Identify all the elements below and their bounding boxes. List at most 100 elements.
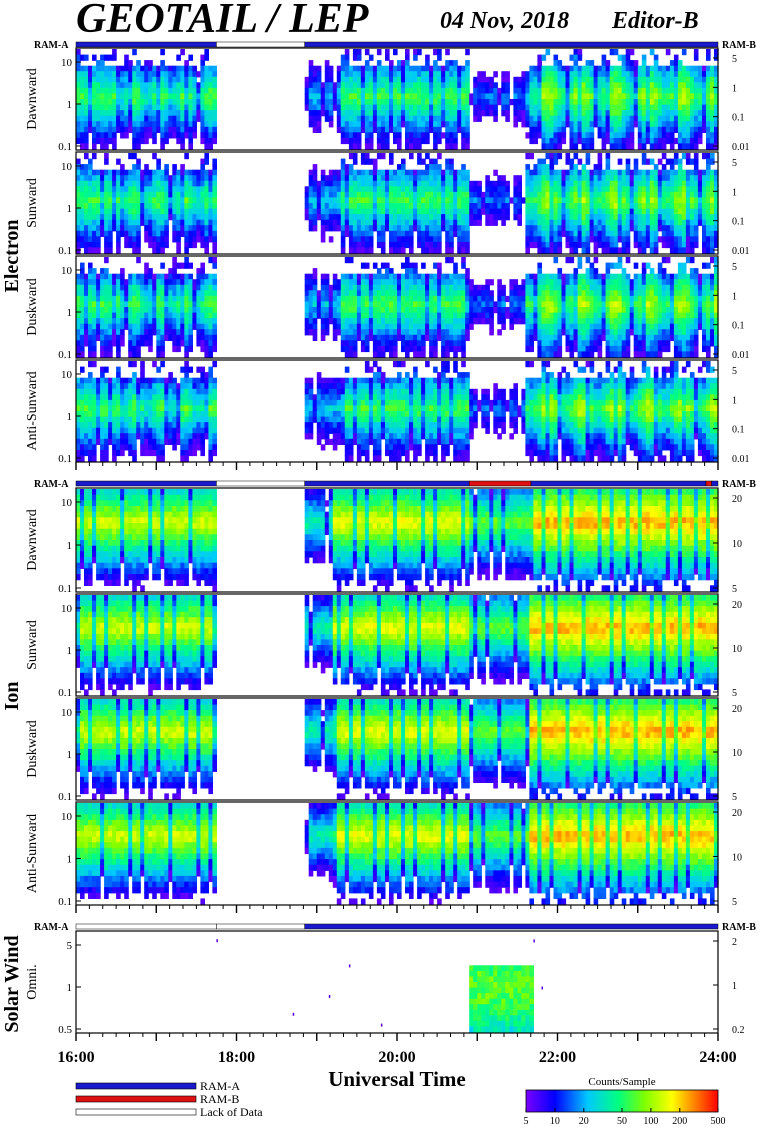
y-tick-label: 10 <box>61 369 73 381</box>
group-label: Solar Wind <box>1 935 23 1032</box>
panel-ion-sunward <box>76 595 719 696</box>
y2-tick-label: 5 <box>732 897 737 908</box>
y2-tick-label: 1 <box>732 83 737 94</box>
y2-tick-label: 0.2 <box>732 1025 745 1036</box>
y-tick-label: 1 <box>67 99 73 111</box>
ram-label-left: RAM-A <box>34 479 69 490</box>
y2-tick-label: 20 <box>732 808 742 819</box>
panel-label: Sunward <box>25 620 40 670</box>
colorbar-title: Counts/Sample <box>588 1076 655 1088</box>
ram-segment <box>305 924 718 929</box>
group-label: Ion <box>1 682 23 711</box>
plot-editor: Editor-B <box>611 8 699 34</box>
y2-tick-label: 10 <box>732 539 742 550</box>
colorbar-tick-label: 50 <box>617 1116 627 1127</box>
panel-ion-duskward <box>76 699 719 800</box>
y-tick-label: 1 <box>67 203 73 215</box>
y2-tick-label: 0.1 <box>732 425 745 436</box>
y-tick-label: 0.1 <box>58 791 72 803</box>
ram-segment <box>469 481 531 486</box>
ram-label-right: RAM-B <box>722 479 756 490</box>
panel-label: Sunward <box>25 178 40 228</box>
x-tick-label: 16:00 <box>57 1049 94 1066</box>
ram-segment <box>712 481 718 486</box>
panel-label: Anti-Sunward <box>25 814 40 893</box>
panel-frame <box>76 931 718 1033</box>
ram-segment <box>216 924 304 929</box>
legend-swatch-ram-b <box>76 1096 196 1102</box>
x-tick-label: 18:00 <box>218 1049 255 1066</box>
ram-bar-solar-wind <box>76 924 718 929</box>
panel-label: Omni. <box>25 964 40 999</box>
x-tick-label: 22:00 <box>539 1049 576 1066</box>
y-tick-label: 0.1 <box>58 687 72 699</box>
ram-segment <box>216 42 304 47</box>
ram-segment <box>305 42 718 47</box>
y-tick-label: 10 <box>61 603 73 615</box>
y2-tick-label: 10 <box>732 644 742 655</box>
y-tick-label: 1 <box>67 749 73 761</box>
y2-tick-label: 0.01 <box>732 142 750 153</box>
y2-tick-label: 10 <box>732 853 742 864</box>
panel-label: Dawnward <box>25 509 40 570</box>
ram-bar-ion <box>76 481 718 486</box>
y2-tick-label: 5 <box>732 584 737 595</box>
ram-bar-electron <box>76 42 718 47</box>
x-axis: 16:00 18:00 20:00 22:00 24:00 <box>57 1049 736 1066</box>
y-tick-label: 1 <box>67 854 73 866</box>
y-tick-label: 1 <box>67 645 73 657</box>
y2-tick-label: 5 <box>732 366 737 377</box>
y2-tick-label: 10 <box>732 748 742 759</box>
y2-tick-label: 20 <box>732 494 742 505</box>
plot-date: 04 Nov, 2018 <box>440 8 569 34</box>
y-tick-label: 0.1 <box>58 583 72 595</box>
legend-swatch-ram-a <box>76 1083 196 1089</box>
legend-label-ram-b: RAM-B <box>200 1092 239 1106</box>
colorbar-tick-label: 10 <box>550 1116 560 1127</box>
y-tick-label: 0.1 <box>58 349 72 361</box>
y2-tick-label: 5 <box>732 792 737 803</box>
panel-label: Duskward <box>25 278 40 336</box>
y-tick-label: 0.1 <box>58 896 72 908</box>
y2-tick-label: 1 <box>732 187 737 198</box>
x-tick-label: 24:00 <box>699 1049 736 1066</box>
y-tick-label: 10 <box>61 57 73 69</box>
y2-tick-label: 0.01 <box>732 454 750 465</box>
colorbar-tick-label: 200 <box>672 1116 687 1127</box>
panel-electron-duskward <box>76 257 719 358</box>
ram-segment <box>305 481 470 486</box>
y2-tick-label: 1 <box>732 291 737 302</box>
panel-ion-anti-sunward <box>76 803 719 905</box>
y-tick-label: 5 <box>67 940 73 952</box>
y2-tick-label: 0.01 <box>732 246 750 257</box>
y-tick-label: 0.1 <box>58 245 72 257</box>
legend-label-lack-of-data: Lack of Data <box>200 1105 263 1119</box>
panel-solar-wind-omni. <box>216 939 543 1032</box>
colorbar-tick-label: 5 <box>524 1116 529 1127</box>
y2-tick-label: 5 <box>732 688 737 699</box>
y2-tick-label: 1 <box>732 395 737 406</box>
y-tick-label: 10 <box>61 497 73 509</box>
y2-tick-label: 1 <box>732 981 737 992</box>
y2-tick-label: 5 <box>732 262 737 273</box>
y2-tick-label: 0.1 <box>732 113 745 124</box>
panel-label: Duskward <box>25 720 40 778</box>
y-tick-label: 1 <box>67 307 73 319</box>
panel-label: Dawnward <box>25 68 40 129</box>
y-tick-label: 10 <box>61 265 73 277</box>
ram-segment <box>706 481 712 486</box>
x-axis-title: Universal Time <box>328 1067 465 1091</box>
y-tick-label: 0.5 <box>58 1024 72 1036</box>
y-tick-label: 1 <box>67 540 73 552</box>
y2-tick-label: 0.1 <box>732 321 745 332</box>
ram-segment <box>76 924 216 929</box>
ram-segment <box>531 481 706 486</box>
y2-tick-label: 0.1 <box>732 217 745 228</box>
y2-tick-label: 2 <box>732 937 737 948</box>
plot-title: GEOTAIL / LEP <box>76 0 369 42</box>
colorbar-tick-label: 20 <box>579 1116 589 1127</box>
x-tick-label: 20:00 <box>378 1049 415 1066</box>
